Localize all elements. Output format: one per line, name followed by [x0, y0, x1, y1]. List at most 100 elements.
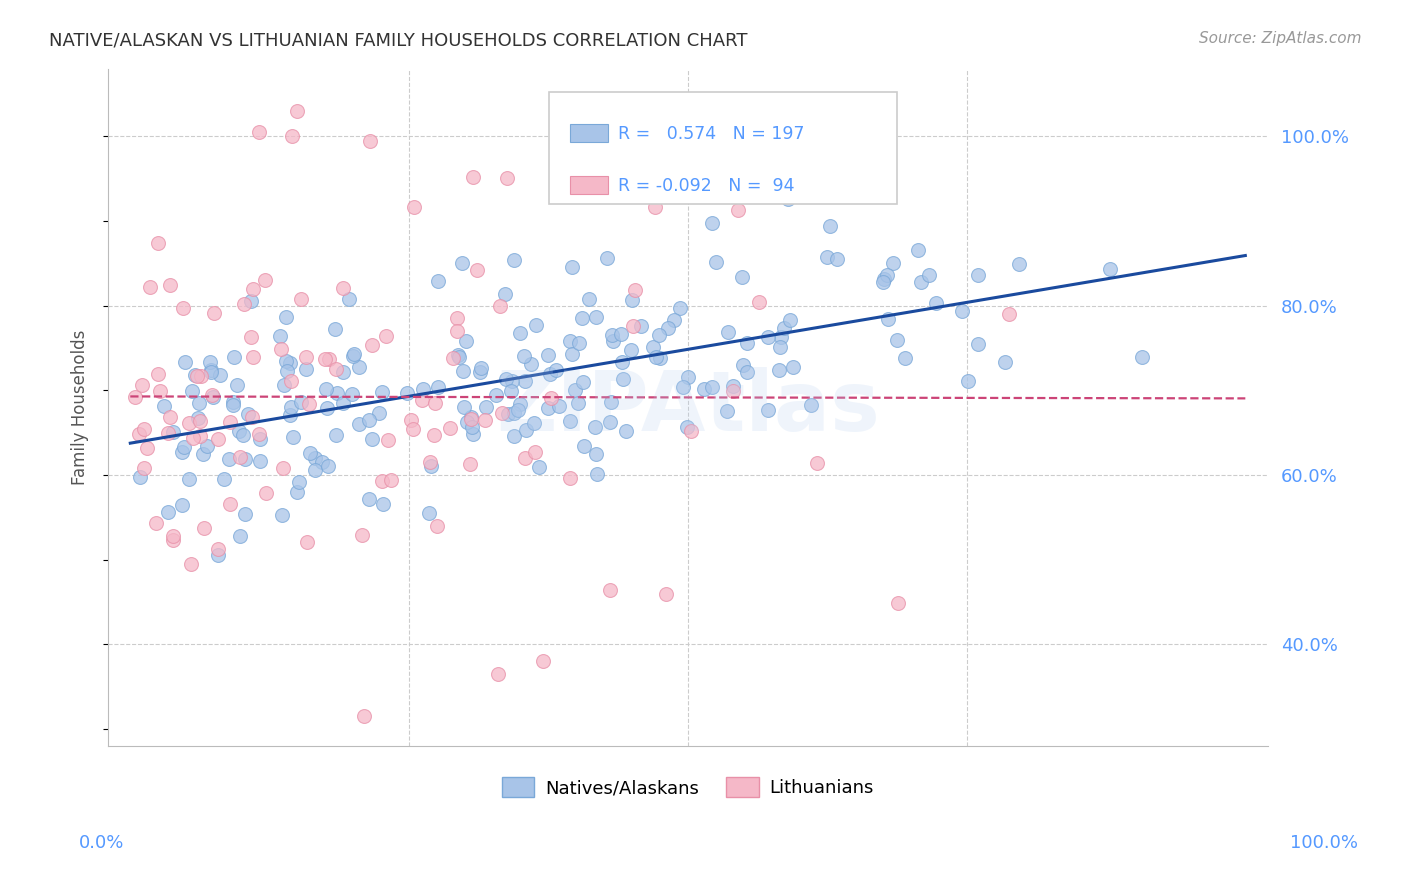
Point: [347, 359, 370, 374]
Point: [202, 306, 225, 320]
Point: [239, 330, 262, 344]
Point: [218, 452, 240, 467]
Point: [733, 358, 755, 372]
Point: [179, 416, 201, 430]
Point: [399, 413, 422, 427]
Point: [427, 274, 450, 288]
Point: [200, 365, 222, 379]
Point: [717, 325, 740, 339]
Point: [486, 667, 509, 681]
Point: [441, 351, 464, 365]
Point: [643, 340, 665, 354]
Point: [188, 396, 211, 410]
Point: [426, 380, 449, 394]
Point: [612, 355, 634, 369]
Point: [578, 292, 600, 306]
Point: [994, 354, 1017, 368]
Point: [676, 370, 699, 384]
Point: [357, 491, 380, 506]
Point: [325, 385, 347, 400]
Point: [460, 420, 482, 434]
Point: [325, 362, 347, 376]
Point: [195, 439, 218, 453]
Point: [419, 458, 441, 473]
Point: [232, 297, 254, 311]
Point: [323, 322, 346, 336]
Point: [332, 281, 354, 295]
Point: [599, 416, 621, 430]
FancyBboxPatch shape: [569, 123, 607, 142]
Point: [239, 294, 262, 309]
Point: [461, 169, 484, 184]
Point: [278, 408, 301, 422]
Point: [281, 129, 304, 144]
Point: [630, 318, 652, 333]
Point: [465, 263, 488, 277]
Point: [207, 432, 229, 446]
FancyBboxPatch shape: [569, 176, 607, 194]
Point: [721, 384, 744, 399]
Point: [298, 397, 321, 411]
Point: [411, 393, 433, 408]
Point: [269, 329, 291, 343]
Point: [583, 420, 606, 434]
Point: [188, 428, 211, 442]
Point: [600, 328, 623, 343]
Point: [872, 275, 894, 289]
Point: [316, 458, 339, 473]
Point: [418, 507, 440, 521]
Point: [173, 440, 195, 454]
Point: [214, 472, 236, 486]
Point: [159, 278, 181, 293]
Point: [967, 268, 990, 282]
Point: [446, 311, 468, 326]
Point: [568, 335, 591, 350]
Point: [170, 445, 193, 459]
Point: [361, 337, 384, 351]
Point: [350, 528, 373, 542]
Point: [233, 507, 256, 521]
Point: [274, 354, 297, 368]
Point: [183, 431, 205, 445]
Point: [254, 486, 277, 500]
Point: [271, 460, 294, 475]
Point: [156, 425, 179, 440]
Point: [624, 283, 647, 297]
Point: [523, 416, 546, 430]
Point: [278, 356, 301, 370]
Point: [188, 414, 211, 428]
Point: [501, 384, 523, 398]
Point: [537, 401, 560, 415]
Point: [180, 557, 202, 571]
Point: [571, 375, 593, 389]
Point: [235, 452, 257, 467]
Point: [704, 255, 727, 269]
Point: [548, 399, 571, 413]
Point: [669, 301, 692, 315]
Point: [425, 396, 447, 410]
Point: [800, 398, 823, 412]
Point: [894, 351, 917, 365]
Point: [207, 549, 229, 563]
Point: [153, 399, 176, 413]
Text: Source: ZipAtlas.com: Source: ZipAtlas.com: [1198, 31, 1361, 46]
Point: [184, 368, 207, 382]
Point: [495, 287, 517, 301]
Point: [513, 349, 536, 363]
Point: [207, 541, 229, 556]
Point: [716, 404, 738, 418]
Point: [294, 350, 316, 364]
Point: [495, 372, 517, 386]
Point: [219, 497, 242, 511]
Point: [229, 528, 252, 542]
Point: [242, 350, 264, 364]
Point: [571, 311, 593, 326]
Point: [769, 339, 792, 353]
Point: [359, 134, 381, 148]
Point: [648, 351, 671, 365]
Point: [586, 467, 609, 481]
Point: [332, 396, 354, 410]
Point: [564, 383, 586, 397]
Point: [957, 375, 980, 389]
Point: [768, 363, 790, 377]
